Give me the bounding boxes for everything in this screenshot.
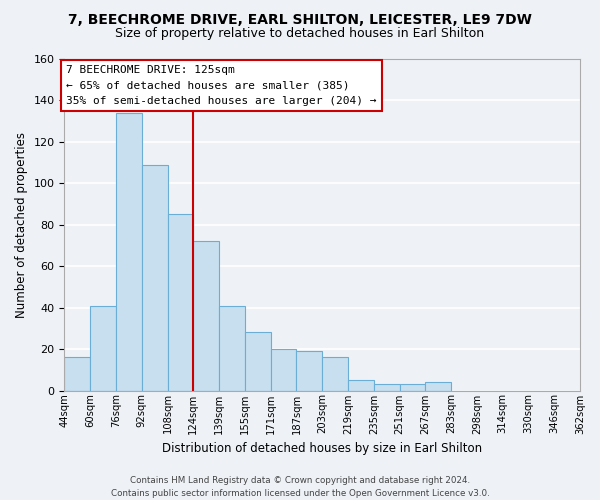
Text: 7 BEECHROME DRIVE: 125sqm
← 65% of detached houses are smaller (385)
35% of semi: 7 BEECHROME DRIVE: 125sqm ← 65% of detac…	[67, 65, 377, 106]
Bar	[193, 242, 219, 390]
Bar	[348, 380, 374, 390]
Bar	[425, 382, 451, 390]
Text: 7, BEECHROME DRIVE, EARL SHILTON, LEICESTER, LE9 7DW: 7, BEECHROME DRIVE, EARL SHILTON, LEICES…	[68, 12, 532, 26]
Bar	[245, 332, 271, 390]
Bar	[167, 214, 193, 390]
Bar	[271, 349, 296, 391]
Bar	[219, 306, 245, 390]
X-axis label: Distribution of detached houses by size in Earl Shilton: Distribution of detached houses by size …	[162, 442, 482, 455]
Bar	[400, 384, 425, 390]
Bar	[64, 358, 90, 390]
Bar	[374, 384, 400, 390]
Bar	[142, 164, 167, 390]
Y-axis label: Number of detached properties: Number of detached properties	[15, 132, 28, 318]
Bar	[90, 306, 116, 390]
Bar	[116, 113, 142, 390]
Text: Size of property relative to detached houses in Earl Shilton: Size of property relative to detached ho…	[115, 28, 485, 40]
Bar	[296, 351, 322, 391]
Text: Contains HM Land Registry data © Crown copyright and database right 2024.
Contai: Contains HM Land Registry data © Crown c…	[110, 476, 490, 498]
Bar	[322, 358, 348, 390]
